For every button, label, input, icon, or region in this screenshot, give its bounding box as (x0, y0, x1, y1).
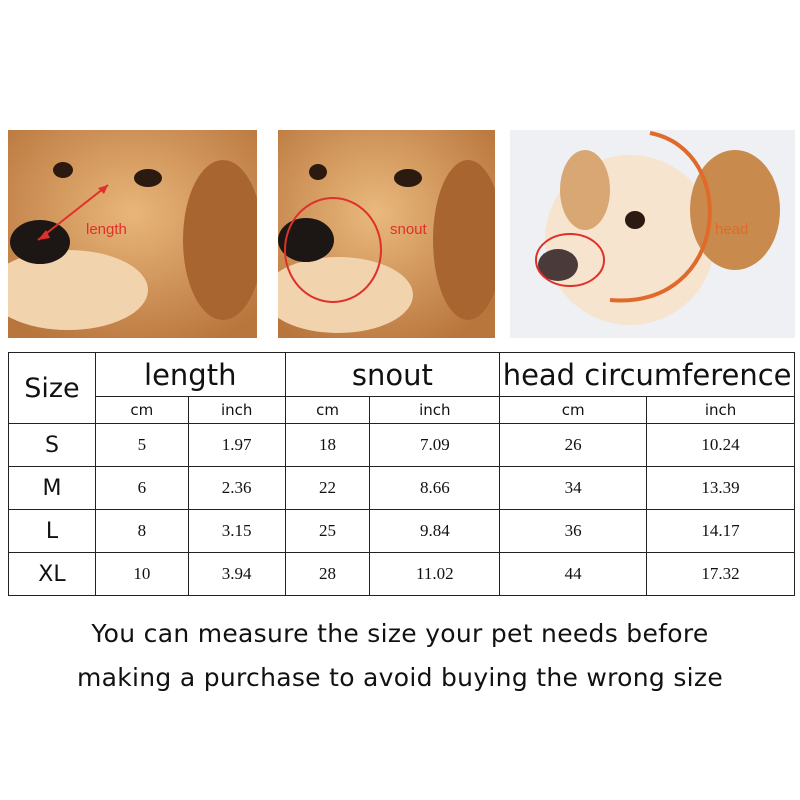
value-cell: 2.36 (187, 466, 286, 510)
value-cell: 36 (499, 509, 648, 553)
unit-header: inch (187, 396, 286, 424)
unit-header: cm (284, 396, 371, 424)
snout-header: snout (284, 352, 501, 397)
unit-header: cm (499, 396, 648, 424)
value-cell: 8 (94, 509, 189, 553)
value-cell: 5 (94, 423, 189, 467)
value-cell: 13.39 (646, 466, 795, 510)
size-cell: M (8, 466, 96, 510)
table-row: M 6 2.36 22 8.66 34 13.39 (8, 466, 795, 510)
value-cell: 22 (284, 466, 371, 510)
value-cell: 18 (284, 423, 371, 467)
head-circumference-header: head circumference (499, 352, 795, 397)
note-line-1: You can measure the size your pet needs … (91, 619, 709, 648)
value-cell: 6 (94, 466, 189, 510)
value-cell: 10.24 (646, 423, 795, 467)
value-cell: 1.97 (187, 423, 286, 467)
length-label: length (86, 221, 127, 238)
size-cell: XL (8, 552, 96, 596)
value-cell: 25 (284, 509, 371, 553)
table-row: S 5 1.97 18 7.09 26 10.24 (8, 423, 795, 467)
length-header: length (94, 352, 286, 397)
value-cell: 7.09 (369, 423, 501, 467)
note-line-2: making a purchase to avoid buying the wr… (76, 663, 724, 692)
table-row: XL 10 3.94 28 11.02 44 17.32 (8, 552, 795, 596)
value-cell: 28 (284, 552, 371, 596)
value-cell: 11.02 (369, 552, 501, 596)
dog-photo-snout: snout (278, 130, 495, 338)
head-label: head (715, 221, 748, 238)
dog-photo-length: length (8, 130, 257, 338)
snout-label: snout (390, 221, 428, 238)
value-cell: 44 (499, 552, 648, 596)
measurement-note: You can measure the size your pet needs … (0, 612, 800, 700)
dog-photo-head: head (510, 130, 795, 338)
table-row: L 8 3.15 25 9.84 36 14.17 (8, 509, 795, 553)
value-cell: 17.32 (646, 552, 795, 596)
unit-header: cm (94, 396, 189, 424)
value-cell: 26 (499, 423, 648, 467)
size-cell: S (8, 423, 96, 467)
value-cell: 3.15 (187, 509, 286, 553)
value-cell: 34 (499, 466, 648, 510)
size-chart-table: Size length snout head circumference cm … (8, 352, 795, 596)
unit-header: inch (646, 396, 795, 424)
value-cell: 9.84 (369, 509, 501, 553)
size-header: Size (8, 352, 96, 424)
value-cell: 8.66 (369, 466, 501, 510)
value-cell: 3.94 (187, 552, 286, 596)
unit-header: inch (369, 396, 501, 424)
value-cell: 14.17 (646, 509, 795, 553)
size-cell: L (8, 509, 96, 553)
value-cell: 10 (94, 552, 189, 596)
